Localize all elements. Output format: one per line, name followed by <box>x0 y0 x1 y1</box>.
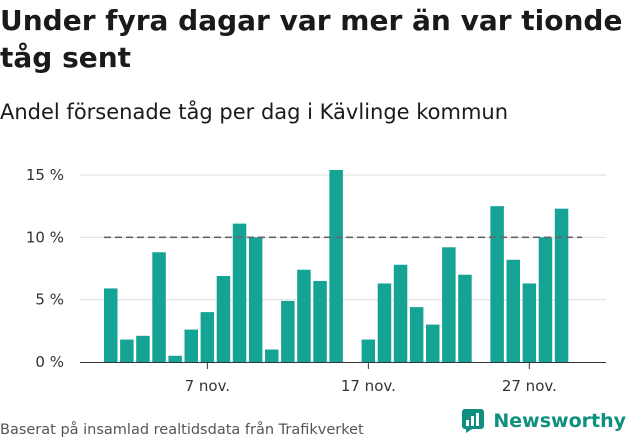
bars <box>104 170 569 362</box>
newsworthy-logo-icon <box>462 409 485 433</box>
bar <box>522 283 537 362</box>
bar <box>554 208 569 362</box>
bar <box>393 264 408 362</box>
bar <box>200 312 215 362</box>
bar <box>232 223 247 362</box>
bar <box>281 300 295 362</box>
bar <box>265 349 279 362</box>
bar <box>361 339 376 362</box>
y-tick-label: 15 % <box>26 166 64 184</box>
bar <box>104 288 118 362</box>
brand-name: Newsworthy <box>493 410 626 432</box>
x-tick-label: 17 nov. <box>341 377 396 395</box>
bar <box>248 237 263 362</box>
brand-logo[interactable]: Newsworthy <box>461 408 626 434</box>
y-tick-label: 10 % <box>26 228 64 246</box>
y-tick-label: 0 % <box>35 353 64 371</box>
source-note: Baserat på insamlad realtidsdata från Tr… <box>0 422 364 438</box>
bar-chart: 0 % 5 % 10 % 15 % 7 nov. 17 nov. 27 nov. <box>26 166 606 395</box>
bar <box>409 307 424 362</box>
bar <box>184 329 198 362</box>
x-tick-label: 27 nov. <box>502 377 557 395</box>
chart-subtitle: Andel försenade tåg per dag i Kävlinge k… <box>0 100 509 124</box>
x-tick-label: 7 nov. <box>185 377 230 395</box>
x-axis: 7 nov. 17 nov. 27 nov. <box>80 362 606 395</box>
y-tick-label: 5 % <box>35 291 64 309</box>
bar <box>442 247 456 362</box>
bar <box>377 283 392 362</box>
y-axis-labels: 0 % 5 % 10 % 15 % <box>26 166 64 371</box>
bar <box>152 252 166 362</box>
chart-title: Under fyra dagar var mer än var tionde t… <box>0 4 623 74</box>
bar <box>329 170 343 362</box>
bar <box>426 324 440 362</box>
bar <box>490 206 504 362</box>
bar <box>538 237 553 362</box>
bar <box>216 275 231 362</box>
bar <box>313 280 327 362</box>
bar <box>168 355 182 362</box>
bar <box>297 269 311 362</box>
bar <box>506 259 520 362</box>
bar <box>458 274 472 362</box>
bar <box>136 335 150 362</box>
bar <box>120 339 134 362</box>
